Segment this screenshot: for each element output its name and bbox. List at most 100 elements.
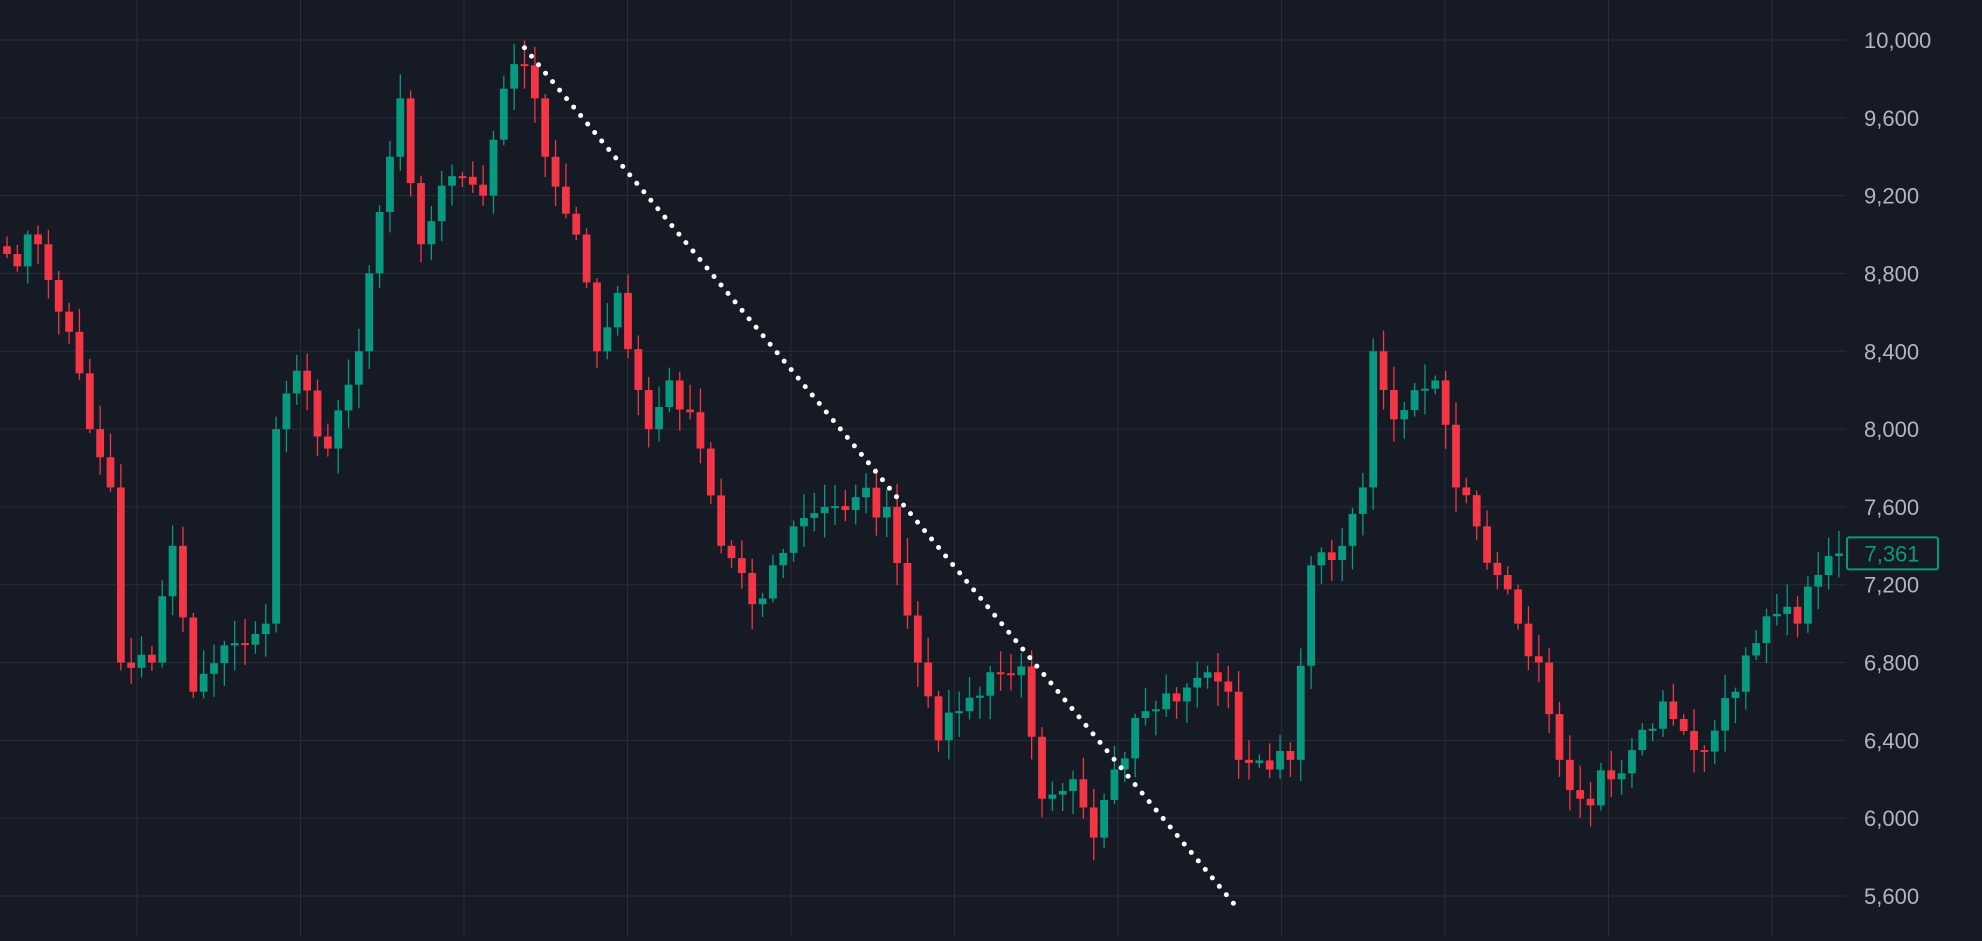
candle[interactable] — [748, 558, 757, 630]
candle[interactable] — [1824, 537, 1833, 590]
candle[interactable] — [179, 526, 187, 632]
candle[interactable] — [644, 377, 653, 448]
candle-body[interactable] — [3, 246, 11, 254]
candle-body[interactable] — [613, 292, 622, 328]
candle[interactable] — [1193, 661, 1202, 708]
candle-body[interactable] — [1079, 779, 1088, 808]
candle[interactable] — [1772, 593, 1781, 626]
candle[interactable] — [1483, 510, 1491, 570]
candle-body[interactable] — [831, 506, 839, 509]
candle[interactable] — [965, 677, 974, 720]
candle[interactable] — [593, 278, 601, 369]
candle[interactable] — [1628, 737, 1636, 788]
candle[interactable] — [396, 74, 405, 171]
candle-body[interactable] — [34, 234, 42, 245]
candle-body[interactable] — [199, 673, 208, 692]
candle-body[interactable] — [168, 545, 177, 597]
candle[interactable] — [303, 353, 312, 411]
candle[interactable] — [1597, 762, 1605, 811]
candle[interactable] — [1255, 754, 1264, 768]
candle[interactable] — [1379, 330, 1388, 410]
candle-body[interactable] — [665, 380, 674, 407]
candle-body[interactable] — [13, 254, 22, 267]
candle[interactable] — [613, 286, 622, 336]
candle[interactable] — [924, 637, 933, 708]
candle-body[interactable] — [230, 643, 239, 646]
candle-body[interactable] — [334, 410, 343, 449]
candle[interactable] — [1555, 701, 1564, 777]
candle[interactable] — [1431, 375, 1440, 395]
candle-body[interactable] — [1286, 750, 1295, 760]
candle[interactable] — [1069, 770, 1077, 815]
candle-body[interactable] — [686, 409, 694, 413]
candle-body[interactable] — [1358, 487, 1367, 514]
candle[interactable] — [903, 537, 912, 629]
candle[interactable] — [996, 651, 1005, 691]
candle[interactable] — [841, 489, 850, 522]
candle[interactable] — [323, 423, 332, 457]
candle-body[interactable] — [1565, 759, 1574, 791]
candle[interactable] — [862, 473, 870, 514]
candle[interactable] — [1752, 630, 1761, 661]
candle-body[interactable] — [1524, 623, 1533, 657]
candle[interactable] — [1307, 556, 1315, 690]
candle-body[interactable] — [1110, 769, 1119, 801]
candle[interactable] — [1565, 735, 1574, 811]
candle-body[interactable] — [1731, 691, 1740, 699]
candle[interactable] — [158, 580, 167, 668]
candle[interactable] — [272, 416, 280, 633]
candle-body[interactable] — [365, 273, 374, 352]
candle-body[interactable] — [479, 184, 487, 196]
candle[interactable] — [1462, 477, 1471, 504]
candle[interactable] — [1545, 647, 1554, 733]
candle[interactable] — [944, 689, 953, 760]
candle[interactable] — [1327, 539, 1336, 581]
candle[interactable] — [1659, 690, 1667, 737]
candle-body[interactable] — [1069, 779, 1077, 791]
candle-body[interactable] — [965, 697, 974, 712]
candle-body[interactable] — [1783, 606, 1792, 614]
candle-body[interactable] — [1617, 773, 1626, 780]
candle-body[interactable] — [148, 654, 156, 663]
candle[interactable] — [1441, 370, 1450, 449]
candle[interactable] — [199, 650, 208, 699]
candle-body[interactable] — [717, 495, 726, 546]
candle[interactable] — [675, 371, 684, 431]
candle[interactable] — [96, 405, 105, 475]
candle[interactable] — [1038, 727, 1046, 818]
candle[interactable] — [913, 601, 922, 687]
candle[interactable] — [1679, 713, 1688, 735]
candle-body[interactable] — [1804, 586, 1812, 624]
candle[interactable] — [1586, 781, 1595, 827]
candle[interactable] — [779, 548, 788, 579]
candle-body[interactable] — [706, 448, 715, 496]
candle[interactable] — [386, 140, 394, 233]
candle[interactable] — [541, 93, 550, 177]
candle-body[interactable] — [1452, 424, 1460, 488]
candle[interactable] — [13, 244, 22, 272]
candle[interactable] — [1369, 338, 1378, 510]
candle-body[interactable] — [851, 497, 860, 510]
candle-body[interactable] — [841, 506, 850, 510]
candle-body[interactable] — [375, 212, 384, 274]
candle[interactable] — [986, 666, 995, 720]
candle[interactable] — [1348, 507, 1357, 570]
candle[interactable] — [758, 592, 767, 617]
candle[interactable] — [458, 171, 467, 188]
candle-body[interactable] — [1628, 750, 1636, 774]
candle-body[interactable] — [1265, 760, 1274, 770]
candle-body[interactable] — [882, 506, 891, 518]
candle-body[interactable] — [1472, 495, 1481, 527]
candle[interactable] — [1203, 665, 1212, 689]
candle-body[interactable] — [1824, 556, 1833, 575]
candle-body[interactable] — [1048, 794, 1057, 799]
candle[interactable] — [65, 302, 73, 344]
candle-body[interactable] — [1721, 698, 1729, 731]
candle[interactable] — [510, 43, 519, 111]
candle[interactable] — [976, 686, 984, 719]
candle[interactable] — [1224, 665, 1233, 709]
candle[interactable] — [1390, 366, 1398, 442]
candle[interactable] — [1493, 551, 1502, 590]
candle[interactable] — [116, 464, 125, 671]
